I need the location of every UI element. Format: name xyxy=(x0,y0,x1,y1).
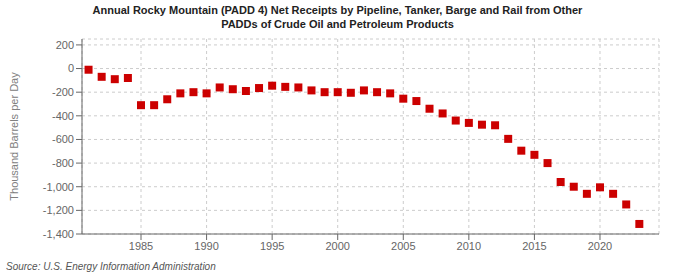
html-text:Annual Rocky Mountain (PADD 4): Annual Rocky Mountain (PADD 4) Net Recei… xyxy=(92,4,583,16)
svg-text:Thousand Barrels per Day: Thousand Barrels per Day xyxy=(8,72,20,201)
svg-text:1985: 1985 xyxy=(129,240,153,252)
svg-text:-600: -600 xyxy=(52,133,74,145)
svg-text:200: 200 xyxy=(56,39,74,51)
svg-text:-400: -400 xyxy=(52,110,74,122)
svg-text:2015: 2015 xyxy=(522,240,546,252)
svg-text:-800: -800 xyxy=(52,157,74,169)
svg-text:-200: -200 xyxy=(52,86,74,98)
svg-text:1990: 1990 xyxy=(194,240,218,252)
html-text:PADDs of Crude Oil and Petrole: PADDs of Crude Oil and Petroleum Product… xyxy=(221,18,454,30)
html-text:Source: U.S. Energy Informatio: Source: U.S. Energy Information Administ… xyxy=(6,261,216,272)
svg-text:-1,400: -1,400 xyxy=(43,228,74,240)
svg-text:2020: 2020 xyxy=(588,240,612,252)
svg-text:2010: 2010 xyxy=(457,240,481,252)
svg-text:1995: 1995 xyxy=(260,240,284,252)
svg-text:-1,000: -1,000 xyxy=(43,181,74,193)
svg-text:2005: 2005 xyxy=(391,240,415,252)
svg-text:-1,200: -1,200 xyxy=(43,204,74,216)
svg-text:0: 0 xyxy=(68,62,74,74)
svg-text:2000: 2000 xyxy=(325,240,349,252)
